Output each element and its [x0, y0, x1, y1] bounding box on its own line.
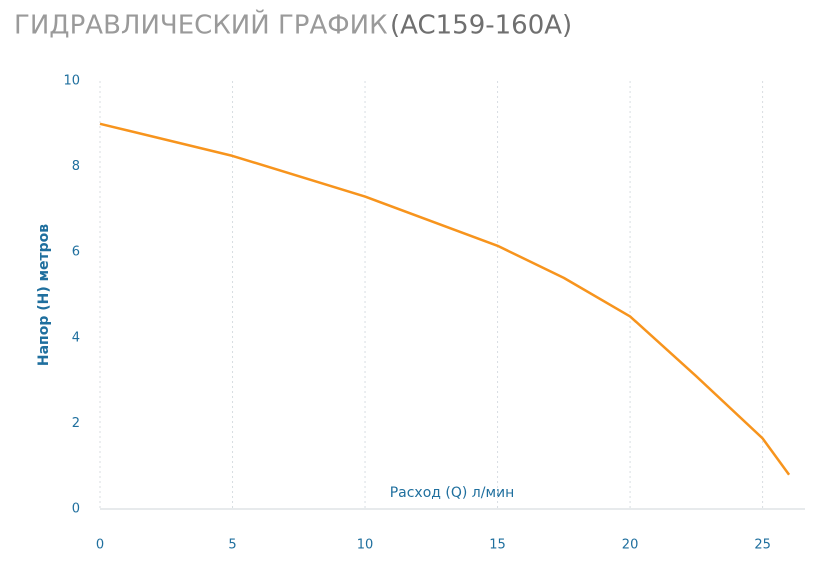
x-axis-label: Расход (Q) л/мин	[390, 485, 515, 501]
x-tick-label: 0	[96, 538, 104, 553]
data-line	[99, 122, 791, 476]
x-tick-label: 15	[489, 538, 506, 553]
y-tick-label: 6	[72, 245, 80, 260]
y-tick-label: 8	[72, 159, 80, 174]
y-tick-label: 2	[72, 416, 80, 431]
x-tick-label: 10	[357, 538, 374, 553]
y-axis-label: Напор (Н) метров	[36, 224, 52, 366]
chart-subtitle: (AC159-160A)	[390, 11, 572, 41]
y-tick-label: 0	[72, 502, 80, 517]
y-tick-label: 4	[72, 330, 80, 345]
x-tick-label: 5	[228, 538, 236, 553]
y-tick-label: 10	[63, 74, 80, 89]
x-tick-label: 25	[754, 538, 771, 553]
x-tick-label: 20	[622, 538, 639, 553]
chart-title: ГИДРАВЛИЧЕСКИЙ ГРАФИК	[14, 9, 388, 41]
